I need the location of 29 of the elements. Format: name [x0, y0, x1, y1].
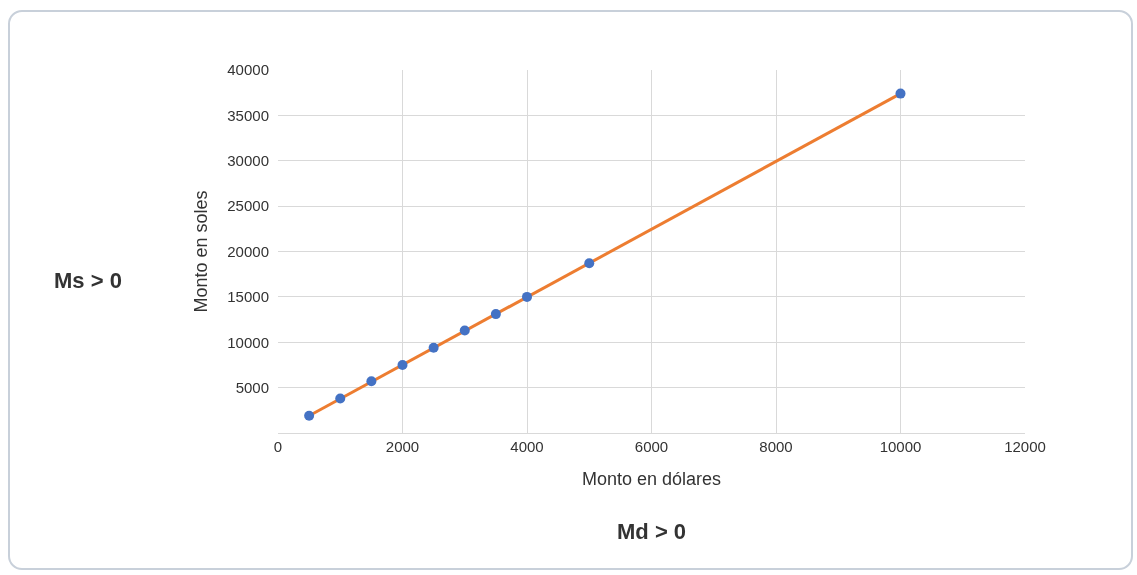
y-tick-label: 5000 — [235, 378, 269, 396]
point — [522, 291, 532, 302]
y-tick-label: 10000 — [227, 333, 269, 351]
point — [304, 410, 315, 421]
x-tick-label: 4000 — [510, 438, 544, 455]
y-tick-label: 35000 — [227, 106, 269, 124]
y-tick-label: 20000 — [227, 242, 269, 260]
x-tick-label: 12000 — [1004, 438, 1046, 455]
point — [584, 258, 595, 269]
point — [428, 342, 439, 353]
y-axis-title: Monto en soles — [191, 190, 212, 313]
y-tick-label: 30000 — [227, 152, 269, 169]
text: Ms > 0 — [54, 268, 122, 293]
point — [397, 359, 408, 370]
point — [335, 393, 346, 404]
x-tick-label: 10000 — [879, 438, 922, 455]
point — [490, 309, 501, 320]
x-axis-title: Monto en dólares — [581, 469, 722, 490]
y-tick-label: 40000 — [227, 61, 269, 79]
x-tick-label: 6000 — [634, 438, 669, 455]
y-tick-label: 25000 — [227, 197, 269, 215]
y-tick-label: 15000 — [227, 288, 269, 306]
point — [366, 376, 377, 387]
text: Md > 0 — [617, 519, 687, 544]
point — [895, 88, 906, 99]
point — [459, 325, 470, 336]
x-tick-label: 8000 — [759, 438, 793, 455]
x-tick-label: 0 — [273, 438, 283, 455]
x-tick-label: 2000 — [385, 438, 420, 455]
